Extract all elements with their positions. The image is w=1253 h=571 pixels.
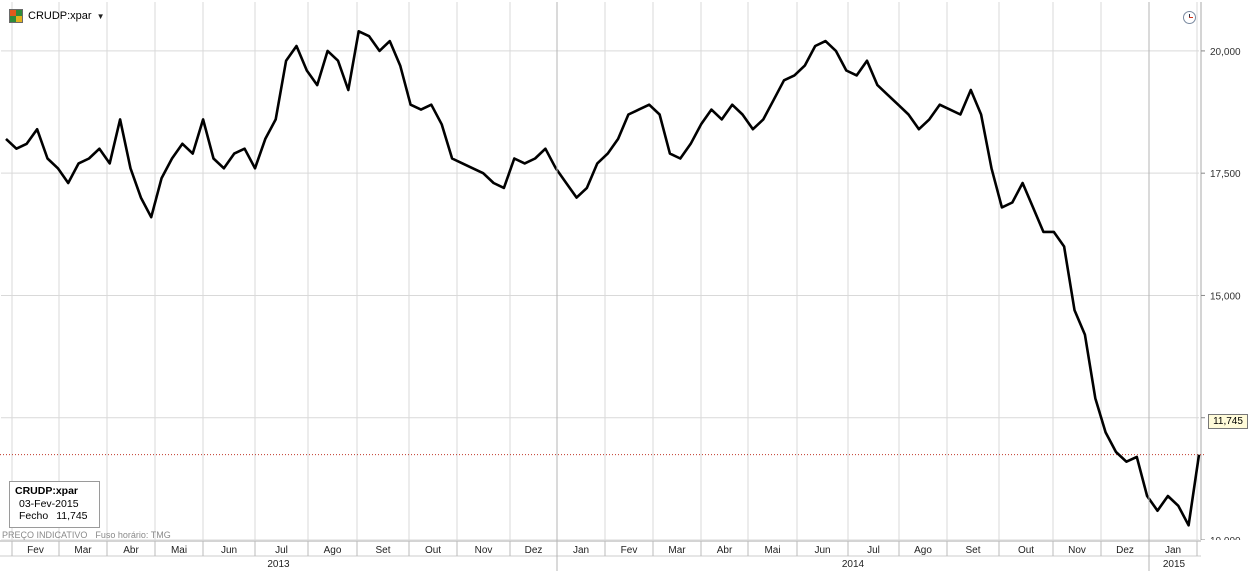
x-year-label: 2013 bbox=[267, 559, 290, 570]
x-month-label: Mar bbox=[668, 545, 686, 556]
y-tick-label: 17,500 bbox=[1210, 169, 1241, 180]
x-month-label: Ago bbox=[324, 545, 342, 556]
x-month-label: Nov bbox=[1068, 545, 1086, 556]
symbol-label[interactable]: CRUDP:xpar bbox=[28, 10, 92, 22]
x-month-label: Out bbox=[1018, 545, 1034, 556]
x-month-label: Jun bbox=[221, 545, 237, 556]
chart-header: CRUDP:xpar ▼ bbox=[9, 7, 105, 25]
x-month-label: Abr bbox=[123, 545, 139, 556]
x-month-label: Fev bbox=[621, 545, 638, 556]
x-month-label: Mai bbox=[171, 545, 187, 556]
price-line bbox=[5, 30, 1201, 527]
x-month-label: Jul bbox=[275, 545, 288, 556]
tooltip-symbol: CRUDP:xpar bbox=[15, 485, 79, 497]
x-month-label: Set bbox=[965, 545, 980, 556]
x-month-label: Jul bbox=[867, 545, 880, 556]
x-month-label: Mar bbox=[74, 545, 92, 556]
chart-footer: PREÇO INDICATIVO Fuso horário: TMG bbox=[2, 530, 171, 540]
x-year-label: 2015 bbox=[1163, 559, 1186, 570]
tooltip-value: 11,745 bbox=[56, 510, 88, 522]
price-note: PREÇO INDICATIVO bbox=[2, 530, 88, 540]
tooltip-date: 03-Fev-2015 bbox=[19, 497, 79, 510]
y-tick-label: 20,000 bbox=[1210, 47, 1241, 58]
timezone-note: Fuso horário: TMG bbox=[95, 530, 171, 540]
tooltip-label: Fecho bbox=[19, 510, 49, 522]
eikon-chart-icon[interactable] bbox=[9, 9, 23, 23]
x-month-label: Ago bbox=[914, 545, 932, 556]
x-month-label: Abr bbox=[717, 545, 733, 556]
symbol-dropdown-caret[interactable]: ▼ bbox=[96, 11, 105, 21]
x-month-label: Mai bbox=[764, 545, 780, 556]
clock-icon[interactable] bbox=[1183, 11, 1196, 24]
x-month-label: Jun bbox=[814, 545, 830, 556]
x-month-label: Fev bbox=[27, 545, 44, 556]
data-tooltip: CRUDP:xpar 03-Fev-2015 Fecho 11,745 bbox=[9, 481, 100, 528]
x-month-label: Dez bbox=[1116, 545, 1134, 556]
x-year-label: 2014 bbox=[842, 559, 865, 570]
x-month-label: Dez bbox=[525, 545, 543, 556]
x-month-label: Out bbox=[425, 545, 441, 556]
last-value-badge: 11,745 bbox=[1208, 414, 1248, 429]
y-tick-label: 15,000 bbox=[1210, 291, 1241, 302]
x-month-label: Jan bbox=[1165, 545, 1181, 556]
x-month-label: Set bbox=[375, 545, 390, 556]
x-month-label: Nov bbox=[475, 545, 493, 556]
x-month-label: Jan bbox=[573, 545, 589, 556]
